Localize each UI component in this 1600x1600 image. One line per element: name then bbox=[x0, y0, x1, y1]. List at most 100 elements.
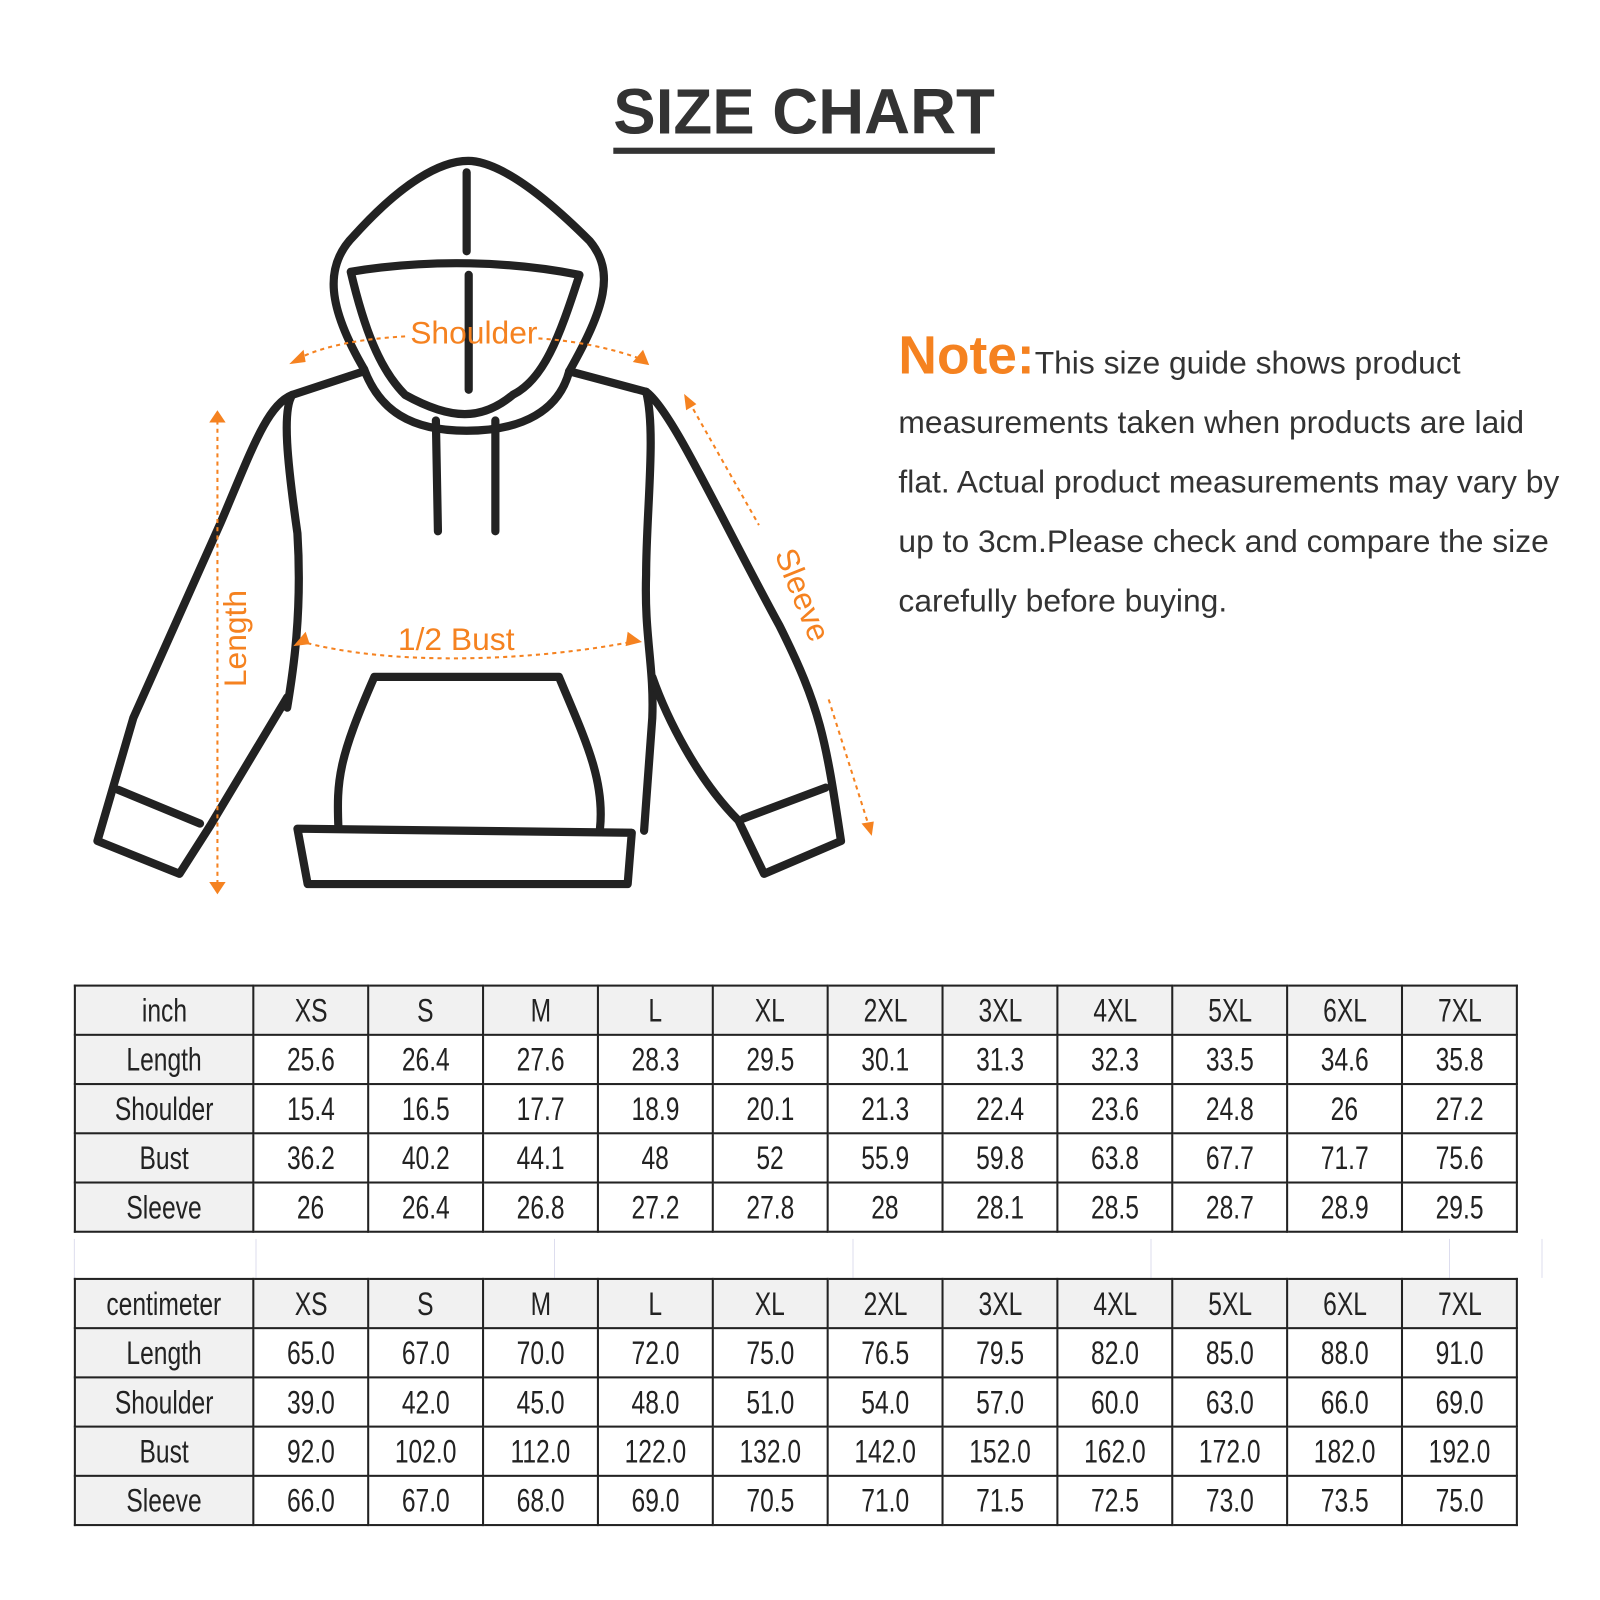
value-cell: 48 bbox=[596, 1132, 714, 1184]
value-cell: 20.1 bbox=[711, 1083, 829, 1135]
value-cell: 88.0 bbox=[1286, 1327, 1404, 1379]
size-header: 4XL bbox=[1056, 1277, 1174, 1330]
value-cell: 192.0 bbox=[1400, 1425, 1518, 1477]
value-cell: 70.0 bbox=[482, 1327, 599, 1379]
size-header: XL bbox=[711, 984, 829, 1036]
size-header: 6XL bbox=[1286, 1277, 1404, 1330]
size-header: 6XL bbox=[1286, 984, 1404, 1036]
size-header: 7XL bbox=[1400, 1277, 1518, 1330]
value-cell: 29.5 bbox=[711, 1033, 829, 1086]
value-cell: 48.0 bbox=[596, 1376, 714, 1428]
value-cell: 102.0 bbox=[367, 1425, 485, 1477]
drawstrings bbox=[431, 416, 500, 536]
table-row: Sleeve 26 26.4 26.8 27.2 27.8 28 28.1 28.5 28.7 28… bbox=[73, 1181, 1518, 1233]
value-cell: 66.0 bbox=[1286, 1376, 1404, 1428]
value-cell: 27.2 bbox=[596, 1181, 714, 1233]
value-cell: 27.2 bbox=[1400, 1083, 1518, 1135]
size-header: 2XL bbox=[826, 984, 944, 1036]
bust-label: 1/2 Bust bbox=[398, 621, 515, 657]
shoulder-label: Shoulder bbox=[410, 315, 538, 351]
value-cell: 29.5 bbox=[1400, 1181, 1518, 1233]
hood-outline bbox=[329, 156, 609, 376]
value-cell: 28.9 bbox=[1286, 1181, 1404, 1233]
size-header: 7XL bbox=[1400, 984, 1518, 1036]
table-row: Length 25.6 26.4 27.6 28.3 29.5 30.1 31.3 32.3 33… bbox=[73, 1033, 1518, 1086]
value-cell: 73.0 bbox=[1171, 1474, 1289, 1527]
table-row: Bust 36.2 40.2 44.1 48 52 55.9 59.8 63.8 67.7 71.7… bbox=[73, 1132, 1518, 1184]
value-cell: 71.7 bbox=[1286, 1132, 1404, 1184]
value-cell: 44.1 bbox=[482, 1132, 599, 1184]
value-cell: 162.0 bbox=[1056, 1425, 1174, 1477]
value-cell: 73.5 bbox=[1286, 1474, 1404, 1527]
table-row: Shoulder 15.4 16.5 17.7 18.9 20.1 21.3 22.4 23.6… bbox=[73, 1083, 1518, 1135]
value-cell: 71.5 bbox=[941, 1474, 1059, 1527]
row-label: Length bbox=[73, 1033, 255, 1086]
value-cell: 152.0 bbox=[941, 1425, 1059, 1477]
right-sleeve bbox=[642, 387, 846, 878]
header-row: centimeter XS S M L XL 2XL 3XL 4XL 5XL 6XL 7XL bbox=[73, 1277, 1518, 1330]
size-header: L bbox=[596, 1277, 714, 1330]
value-cell: 31.3 bbox=[941, 1033, 1059, 1086]
left-cuff bbox=[113, 785, 205, 828]
value-cell: 72.5 bbox=[1056, 1474, 1174, 1527]
row-label: Shoulder bbox=[73, 1083, 255, 1135]
value-cell: 28.5 bbox=[1056, 1181, 1174, 1233]
value-cell: 52 bbox=[711, 1132, 829, 1184]
note-label: Note: bbox=[898, 326, 1035, 386]
unit-cell: inch bbox=[73, 984, 255, 1036]
value-cell: 28.3 bbox=[596, 1033, 714, 1086]
value-cell: 132.0 bbox=[711, 1425, 829, 1477]
row-label: Bust bbox=[73, 1425, 255, 1477]
value-cell: 28 bbox=[826, 1181, 944, 1233]
unit-cell: centimeter bbox=[73, 1277, 255, 1330]
value-cell: 16.5 bbox=[367, 1083, 485, 1135]
size-header: L bbox=[596, 984, 714, 1036]
value-cell: 172.0 bbox=[1171, 1425, 1289, 1477]
value-cell: 30.1 bbox=[826, 1033, 944, 1086]
value-cell: 142.0 bbox=[826, 1425, 944, 1477]
value-cell: 85.0 bbox=[1171, 1327, 1289, 1379]
note: Note:This size guide shows product measu… bbox=[898, 326, 1575, 631]
value-cell: 91.0 bbox=[1400, 1327, 1518, 1379]
value-cell: 55.9 bbox=[826, 1132, 944, 1184]
hood-opening bbox=[346, 259, 584, 419]
value-cell: 23.6 bbox=[1056, 1083, 1174, 1135]
size-header: 5XL bbox=[1171, 984, 1289, 1036]
table-row: Shoulder 39.0 42.0 45.0 48.0 51.0 54.0 57.0 60.0… bbox=[73, 1376, 1518, 1428]
value-cell: 63.8 bbox=[1056, 1132, 1174, 1184]
size-header: 5XL bbox=[1171, 1277, 1289, 1330]
value-cell: 24.8 bbox=[1171, 1083, 1289, 1135]
value-cell: 15.4 bbox=[252, 1083, 370, 1135]
cm-size-table: centimeter XS S M L XL 2XL 3XL 4XL 5XL 6XL 7XL Lengt… bbox=[73, 1277, 1518, 1527]
header-row: inch XS S M L XL 2XL 3XL 4XL 5XL 6XL 7XL bbox=[73, 984, 1518, 1036]
value-cell: 79.5 bbox=[941, 1327, 1059, 1379]
value-cell: 71.0 bbox=[826, 1474, 944, 1527]
row-label: Shoulder bbox=[73, 1376, 255, 1428]
value-cell: 69.0 bbox=[596, 1474, 714, 1527]
size-header: 3XL bbox=[941, 984, 1059, 1036]
value-cell: 27.8 bbox=[711, 1181, 829, 1233]
value-cell: 36.2 bbox=[252, 1132, 370, 1184]
value-cell: 32.3 bbox=[1056, 1033, 1174, 1086]
value-cell: 63.0 bbox=[1171, 1376, 1289, 1428]
value-cell: 26 bbox=[252, 1181, 370, 1233]
hood-collar bbox=[359, 365, 574, 435]
value-cell: 40.2 bbox=[367, 1132, 485, 1184]
size-header: M bbox=[482, 1277, 599, 1330]
inch-size-table: inch XS S M L XL 2XL 3XL 4XL 5XL 6XL 7XL Length 25.6 2… bbox=[73, 984, 1518, 1233]
row-label: Length bbox=[73, 1327, 255, 1379]
value-cell: 42.0 bbox=[367, 1376, 485, 1428]
value-cell: 67.7 bbox=[1171, 1132, 1289, 1184]
value-cell: 66.0 bbox=[252, 1474, 370, 1527]
value-cell: 59.8 bbox=[941, 1132, 1059, 1184]
value-cell: 45.0 bbox=[482, 1376, 599, 1428]
value-cell: 122.0 bbox=[596, 1425, 714, 1477]
value-cell: 60.0 bbox=[1056, 1376, 1174, 1428]
size-header: 3XL bbox=[941, 1277, 1059, 1330]
value-cell: 182.0 bbox=[1286, 1425, 1404, 1477]
size-header: XS bbox=[252, 984, 370, 1036]
value-cell: 65.0 bbox=[252, 1327, 370, 1379]
table-row: Length 65.0 67.0 70.0 72.0 75.0 76.5 79.5 82.0 85… bbox=[73, 1327, 1518, 1379]
value-cell: 92.0 bbox=[252, 1425, 370, 1477]
note-text: This size guide shows product measuremen… bbox=[898, 344, 1560, 619]
